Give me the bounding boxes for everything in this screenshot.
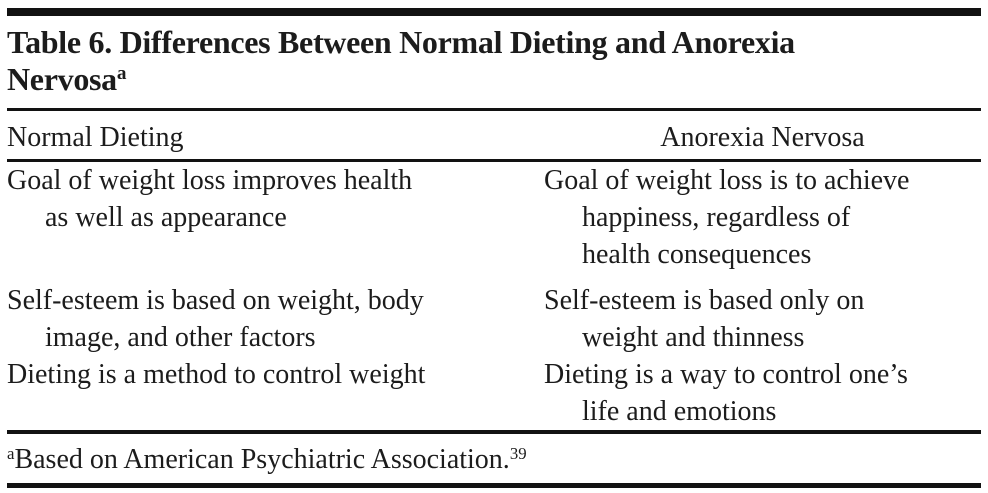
table-cell-anorexia-nervosa: Dieting is a way to control one’s life a… [532, 356, 981, 430]
footnote-text: Based on American Psychiatric Associatio… [14, 444, 510, 475]
table-title-line-2: Nervosaa [7, 61, 981, 98]
table-row-dieting: Dieting is a method to control weight Di… [7, 356, 981, 430]
cell-line: image, and other factors [45, 322, 316, 353]
table-cell-normal-dieting: Dieting is a method to control weight [7, 356, 532, 430]
top-heavy-rule [7, 8, 981, 16]
cell-line: health consequences [582, 239, 812, 270]
table-title: Table 6. Differences Between Normal Diet… [7, 16, 981, 108]
table-cell-normal-dieting: Self-esteem is based on weight, body ima… [7, 282, 532, 356]
cell-line: Goal of weight loss improves health [7, 165, 413, 196]
table-footnote: aBased on American Psychiatric Associati… [7, 434, 981, 483]
cell-line: Goal of weight loss is to achieve [544, 165, 910, 196]
table-row-goal: Goal of weight loss improves health as w… [7, 162, 981, 282]
cell-line: life and emotions [582, 396, 777, 427]
table-cell-anorexia-nervosa: Self-esteem is based only on weight and … [532, 282, 981, 356]
cell-line: Dieting is a method to control weight [7, 359, 426, 390]
table-title-line-1: Table 6. Differences Between Normal Diet… [7, 24, 981, 61]
table-row-self-esteem: Self-esteem is based on weight, body ima… [7, 282, 981, 356]
cell-line: as well as appearance [45, 202, 287, 233]
cell-line: weight and thinness [582, 322, 805, 353]
column-header-anorexia-nervosa: Anorexia Nervosa [660, 122, 865, 153]
table-title-text: Nervosa [7, 61, 117, 97]
table-title-text: Table 6. Differences Between Normal Diet… [7, 24, 795, 60]
rule-below-header [7, 159, 981, 162]
rule-below-title [7, 108, 981, 111]
cell-line: Self-esteem is based on weight, body [7, 285, 424, 316]
cell-line: happiness, regardless of [582, 202, 851, 233]
cell-line: Dieting is a way to control one’s [544, 359, 908, 390]
rule-above-footnote [7, 430, 981, 434]
column-header-normal-dieting: Normal Dieting [7, 122, 184, 153]
table-title-footnote-marker: a [116, 63, 127, 85]
cell-line: Self-esteem is based only on [544, 285, 865, 316]
table-body: Goal of weight loss improves health as w… [7, 162, 981, 430]
bottom-rule [7, 483, 981, 488]
footnote-marker: a [7, 443, 15, 463]
table-cell-anorexia-nervosa: Goal of weight loss is to achieve happin… [532, 162, 981, 273]
column-header-row: Normal Dieting Anorexia Nervosa [7, 111, 981, 159]
footnote-reference-number: 39 [509, 443, 527, 463]
table-cell-normal-dieting: Goal of weight loss improves health as w… [7, 162, 532, 273]
